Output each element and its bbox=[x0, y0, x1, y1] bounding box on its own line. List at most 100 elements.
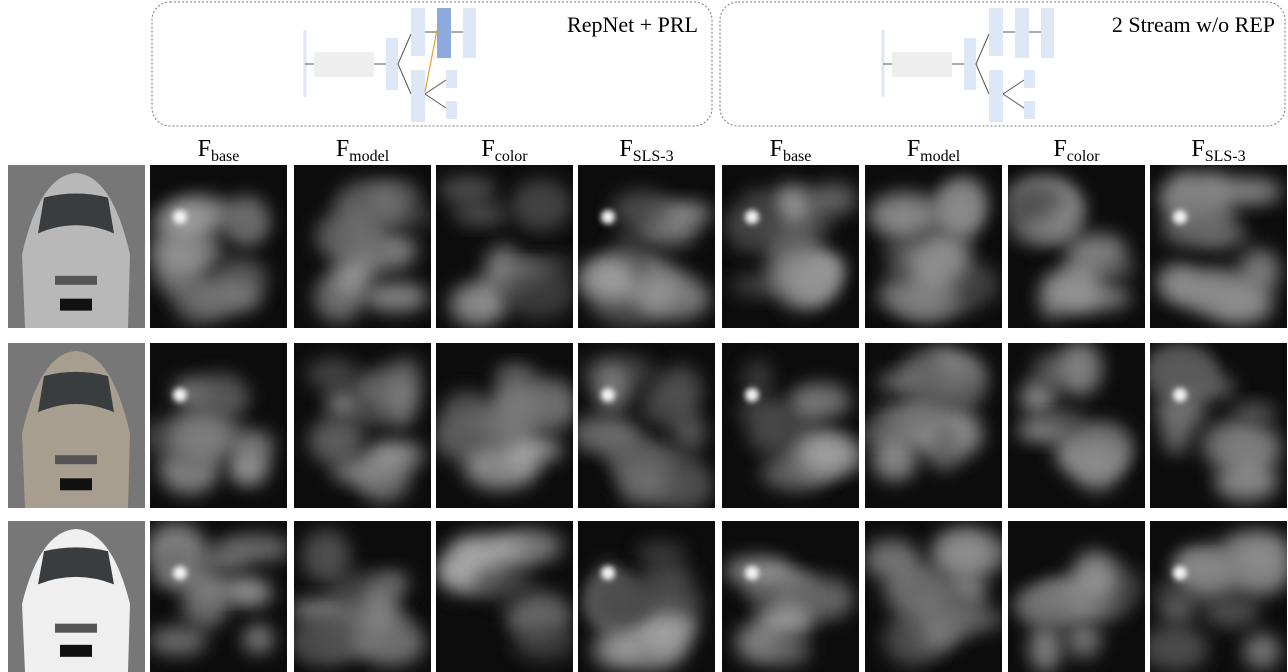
heat-blob bbox=[592, 631, 640, 669]
heat-blob bbox=[898, 405, 935, 425]
heat-blob bbox=[810, 183, 858, 214]
heat-blob bbox=[1024, 584, 1078, 629]
heatmap bbox=[857, 343, 1002, 508]
heatmap bbox=[1008, 521, 1145, 672]
figure: RepNet + PRL 2 Stream w/o REP FbaseFmode… bbox=[0, 0, 1288, 672]
heat-blob bbox=[1203, 597, 1260, 628]
heat-blob bbox=[228, 429, 275, 462]
heat-blob bbox=[229, 579, 273, 606]
header-main: F bbox=[770, 136, 783, 162]
heat-spot bbox=[601, 388, 615, 402]
header-sub: model bbox=[349, 148, 390, 165]
heatmap bbox=[150, 165, 287, 328]
heat-blob bbox=[194, 545, 250, 574]
heat-spot bbox=[173, 566, 187, 580]
header-sub: base bbox=[783, 148, 811, 165]
heat-blob bbox=[636, 541, 686, 565]
grille bbox=[55, 624, 97, 633]
heat-blob bbox=[364, 282, 429, 312]
diagram-block bbox=[386, 38, 398, 90]
heat-blob bbox=[747, 413, 794, 454]
heat-blob bbox=[1231, 402, 1277, 423]
plate bbox=[60, 478, 92, 490]
panel-title: 2 Stream w/o REP bbox=[1112, 12, 1275, 37]
heat-spot bbox=[1173, 566, 1187, 580]
column-header: Fmodel bbox=[336, 136, 390, 165]
heat-blob bbox=[334, 180, 406, 232]
heat-blob bbox=[175, 419, 231, 462]
heat-blob bbox=[593, 363, 630, 413]
heat-blob bbox=[495, 364, 537, 385]
header-main: F bbox=[619, 136, 632, 162]
header-sub: color bbox=[495, 148, 529, 165]
heat-blob bbox=[370, 441, 424, 470]
heat-blob bbox=[1062, 284, 1131, 311]
heat-blob bbox=[1176, 544, 1242, 591]
heatmap bbox=[294, 343, 431, 508]
heat-blob bbox=[451, 533, 518, 568]
heat-blob bbox=[302, 529, 350, 583]
diagram-block bbox=[1024, 101, 1035, 119]
header-main: F bbox=[1053, 136, 1066, 162]
header-main: F bbox=[1191, 136, 1204, 162]
heat-blob bbox=[307, 358, 358, 392]
grille bbox=[55, 455, 97, 464]
plate bbox=[60, 645, 92, 657]
heat-blob bbox=[500, 264, 576, 318]
heat-blob bbox=[929, 420, 959, 474]
diagram-block bbox=[446, 70, 457, 88]
diagram-block bbox=[446, 101, 457, 119]
heat-blob bbox=[864, 539, 919, 580]
heat-blob bbox=[905, 237, 970, 282]
plate bbox=[60, 299, 92, 311]
diagram-block bbox=[411, 70, 425, 122]
car-photo bbox=[8, 521, 145, 672]
header-main: F bbox=[481, 136, 494, 162]
heat-spot bbox=[1173, 210, 1187, 224]
diagram-block bbox=[411, 8, 425, 56]
diagram-line bbox=[425, 30, 437, 92]
diagram-block bbox=[314, 52, 374, 77]
heat-spot bbox=[1173, 388, 1187, 402]
heatmap bbox=[578, 521, 715, 672]
heat-blob bbox=[612, 190, 672, 229]
heatmap bbox=[570, 343, 715, 511]
heatmap bbox=[1008, 341, 1145, 508]
diagram-block bbox=[989, 70, 1003, 122]
heat-blob bbox=[1067, 620, 1102, 658]
heat-spot bbox=[745, 566, 759, 580]
heat-blob bbox=[767, 251, 837, 301]
heat-blob bbox=[658, 365, 703, 410]
heat-blob bbox=[761, 632, 810, 666]
heatmap bbox=[577, 165, 715, 328]
heatmap bbox=[432, 343, 577, 508]
heatmap bbox=[722, 165, 859, 328]
column-header: Fmodel bbox=[907, 136, 961, 165]
diagram-block bbox=[1024, 70, 1035, 88]
heat-blob bbox=[868, 192, 941, 237]
diagram-block bbox=[964, 38, 976, 90]
heat-blob bbox=[876, 280, 943, 312]
heat-blob bbox=[230, 214, 265, 245]
car-photo bbox=[8, 343, 145, 508]
heatmap bbox=[864, 521, 1009, 672]
heatmap bbox=[290, 521, 431, 672]
column-header: Fcolor bbox=[481, 136, 528, 165]
heat-blob bbox=[1029, 624, 1062, 672]
header-main: F bbox=[198, 136, 211, 162]
heat-blob bbox=[731, 225, 763, 253]
diagram-block bbox=[1015, 8, 1029, 58]
heat-spot bbox=[745, 388, 759, 402]
heat-blob bbox=[577, 257, 634, 303]
heatmap bbox=[722, 343, 868, 508]
heat-blob bbox=[760, 612, 812, 634]
header-sub: color bbox=[1067, 148, 1101, 165]
heat-blob bbox=[479, 394, 537, 446]
heat-blob bbox=[872, 436, 917, 481]
heatmap bbox=[436, 165, 577, 328]
column-header: Fcolor bbox=[1053, 136, 1100, 165]
heat-blob bbox=[308, 417, 364, 464]
column-header: Fbase bbox=[770, 136, 812, 165]
diagram-block bbox=[989, 8, 1003, 56]
heat-blob bbox=[439, 176, 497, 204]
